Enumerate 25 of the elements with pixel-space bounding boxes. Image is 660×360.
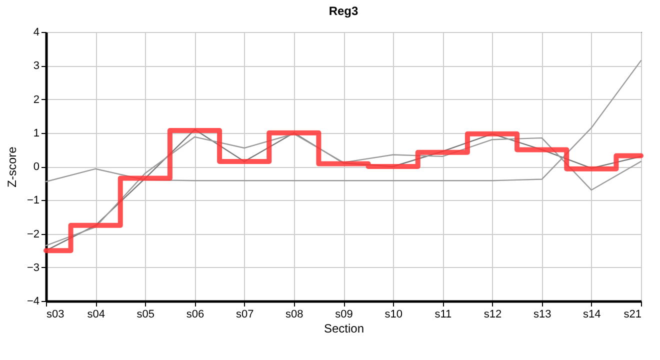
y-tick-label: 4 bbox=[33, 26, 40, 38]
x-tick-label: s03 bbox=[46, 308, 64, 320]
x-tick-label: s09 bbox=[335, 308, 353, 320]
x-tick-label: s14 bbox=[583, 308, 601, 320]
x-axis-title: Section bbox=[324, 322, 364, 336]
x-tick-label: s13 bbox=[533, 308, 552, 320]
y-tick-label: −4 bbox=[26, 296, 40, 308]
x-tick-label: s04 bbox=[87, 308, 105, 320]
x-tick-label: s21 bbox=[624, 308, 642, 320]
chart-title: Reg3 bbox=[328, 4, 358, 18]
x-tick-label: s10 bbox=[384, 308, 402, 320]
x-tick-label: s05 bbox=[136, 308, 155, 320]
y-tick-label: 3 bbox=[33, 60, 40, 72]
y-axis-title: Z-score bbox=[4, 146, 19, 188]
x-tick-label: s08 bbox=[286, 308, 304, 320]
x-tick-label: s12 bbox=[484, 308, 502, 320]
y-tick-label: 0 bbox=[33, 161, 40, 173]
x-tick-label: s07 bbox=[236, 308, 254, 320]
y-tick-label: −2 bbox=[26, 228, 40, 240]
y-tick-label: −3 bbox=[26, 262, 40, 274]
x-tick-label: s11 bbox=[434, 308, 452, 320]
y-tick-label: 1 bbox=[33, 127, 40, 140]
x-tick-label: s06 bbox=[186, 308, 204, 320]
y-tick-label: 2 bbox=[33, 94, 40, 106]
y-tick-label: −1 bbox=[26, 194, 40, 207]
